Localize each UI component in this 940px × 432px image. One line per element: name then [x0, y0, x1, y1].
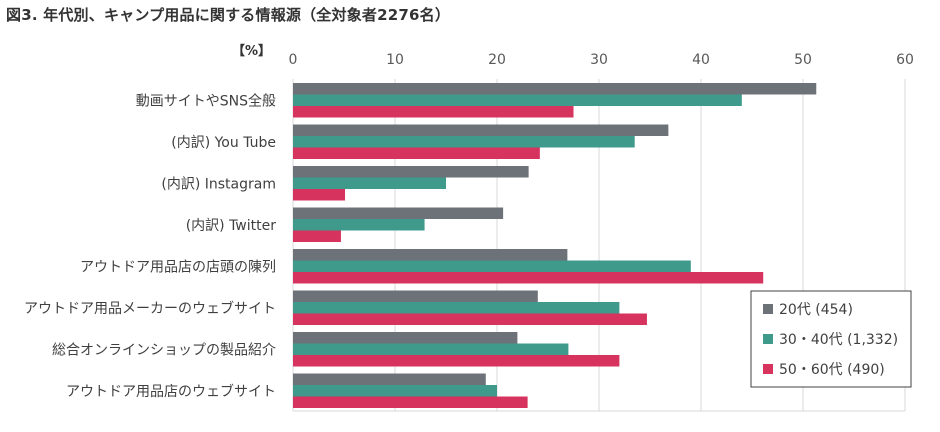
category-label: 動画サイトやSNS全般 — [136, 92, 276, 109]
x-tick-label: 10 — [386, 52, 404, 68]
bar — [293, 332, 518, 344]
bar — [293, 272, 764, 284]
x-tick-label: 20 — [488, 52, 506, 68]
bar — [293, 147, 540, 159]
category-label: (内訳) You Tube — [171, 135, 276, 151]
bar — [293, 177, 446, 189]
bar — [293, 302, 620, 314]
bar — [293, 385, 497, 397]
x-tick-label: 40 — [692, 52, 710, 68]
category-label: 総合オンラインショップの製品紹介 — [52, 342, 276, 358]
bar — [293, 313, 647, 325]
bar — [293, 373, 486, 385]
legend-label: 50・60代 (490) — [779, 362, 885, 378]
bar — [293, 94, 742, 106]
x-tick-label: 50 — [794, 52, 812, 68]
legend-swatch — [763, 334, 773, 344]
bar — [293, 249, 568, 261]
bar — [293, 290, 538, 302]
legend-swatch — [763, 304, 773, 314]
bar — [293, 343, 569, 355]
category-label: アウトドア用品メーカーのウェブサイト — [24, 300, 276, 317]
bar — [293, 355, 620, 367]
bar — [293, 189, 346, 201]
bar — [293, 124, 669, 136]
bar — [293, 219, 425, 231]
bar — [293, 166, 529, 178]
x-tick-label: 60 — [896, 52, 914, 68]
chart-title: 図3. 年代別、キャンプ用品に関する情報源（全対象者2276名） — [6, 6, 451, 24]
bar — [293, 260, 691, 272]
bar — [293, 136, 635, 148]
bar — [293, 396, 528, 408]
category-label: アウトドア用品店のウェブサイト — [66, 383, 276, 400]
bar — [293, 207, 504, 219]
x-tick-label: 0 — [289, 52, 298, 68]
legend-label: 30・40代 (1,332) — [779, 332, 898, 348]
unit-label: 【%】 — [232, 43, 271, 59]
bars — [293, 83, 817, 408]
category-label: アウトドア用品店の店頭の陳列 — [80, 259, 276, 275]
bar — [293, 83, 817, 95]
legend-swatch — [763, 364, 773, 374]
legend-box — [750, 290, 912, 388]
bar — [293, 230, 341, 242]
axes: 0 10 20 30 40 50 60 【%】動画サイトやSNS全般 (内訳) You Tube… — [24, 43, 914, 400]
legend: 20代 (454) 30・40代 (1,332) 50・60代 (490) — [750, 290, 912, 388]
bar — [293, 106, 574, 118]
x-tick-label: 30 — [590, 52, 608, 68]
legend-label: 20代 (454) — [779, 302, 853, 318]
category-label: (内訳) Twitter — [186, 218, 277, 234]
category-label: (内訳) Instagram — [161, 176, 276, 192]
